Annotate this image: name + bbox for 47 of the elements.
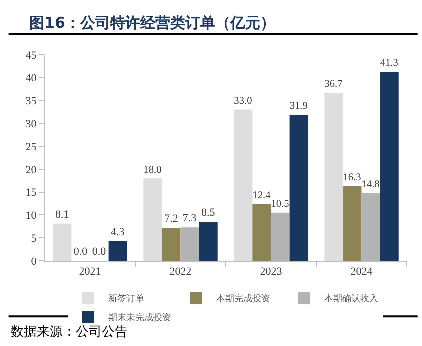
y-tick-label: 0 (31, 256, 38, 268)
y-tick-label: 30 (26, 118, 38, 131)
y-tick-label: 20 (26, 164, 38, 176)
data-label: 0.0 (74, 246, 88, 258)
x-tick-label: 2023 (260, 266, 283, 278)
y-tick-label: 5 (31, 232, 38, 245)
data-label: 18.0 (144, 164, 162, 176)
y-tick-label: 15 (26, 187, 38, 200)
bar (380, 72, 399, 261)
x-tick-label: 2024 (350, 266, 374, 278)
bar (290, 114, 308, 261)
chart-title: 图16：公司特许经营类订单（亿元） (30, 14, 276, 32)
data-label: 16.3 (343, 172, 362, 184)
bar (199, 222, 218, 261)
data-label: 41.3 (380, 58, 398, 70)
data-label: 7.3 (182, 212, 198, 225)
data-label: 14.8 (362, 179, 380, 190)
bar (108, 241, 128, 261)
bar (162, 228, 181, 261)
data-label: 4.3 (110, 226, 126, 238)
data-label: 12.4 (252, 190, 271, 202)
legend-label: 期末未完成投资 (108, 312, 172, 324)
y-tick-label: 35 (26, 96, 38, 108)
bar (252, 204, 272, 261)
bar (343, 186, 362, 261)
bar (144, 178, 162, 261)
data-label: 7.2 (164, 213, 178, 226)
legend-label: 本期完成投资 (216, 294, 270, 305)
y-tick-label: 45 (26, 50, 38, 62)
y-tick-label: 25 (26, 141, 38, 154)
data-label: 36.7 (324, 79, 343, 90)
source-note: 数据来源：公司公告 (11, 325, 128, 340)
data-label: 0.0 (92, 246, 107, 258)
bar (234, 110, 253, 261)
y-tick-label: 40 (26, 72, 38, 85)
data-label: 8.1 (56, 208, 70, 221)
y-tick-label: 10 (26, 210, 38, 222)
bar (53, 224, 72, 261)
data-label: 8.5 (201, 207, 216, 220)
data-label: 31.9 (290, 101, 308, 112)
data-label: 33.0 (234, 96, 252, 108)
bar (324, 93, 344, 261)
data-label: 10.5 (271, 199, 290, 210)
x-tick-label: 2021 (79, 266, 102, 278)
x-tick-label: 2022 (170, 266, 192, 278)
legend-label: 本期确认收入 (324, 294, 378, 305)
legend-label: 新签订单 (108, 294, 144, 305)
